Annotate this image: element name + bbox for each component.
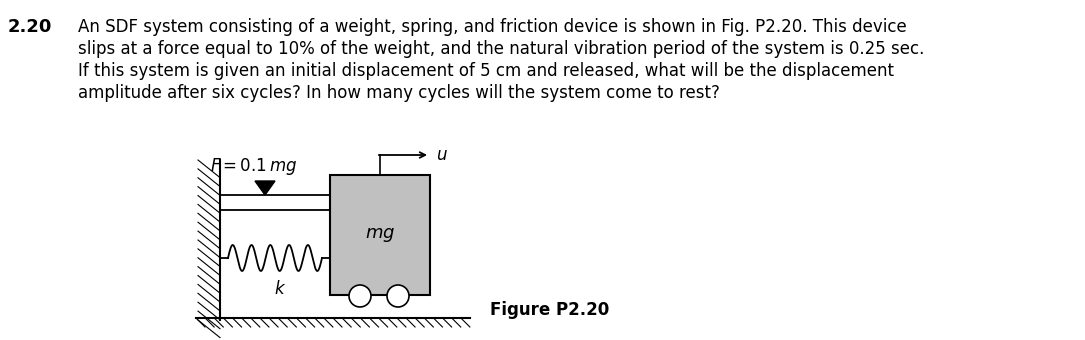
Text: $F = 0.1\,mg$: $F = 0.1\,mg$	[210, 156, 297, 177]
Bar	[330, 175, 430, 295]
Text: amplitude after six cycles? In how many cycles will the system come to rest?: amplitude after six cycles? In how many …	[78, 84, 719, 102]
Text: $u$: $u$	[436, 146, 448, 164]
Circle shape	[349, 285, 371, 307]
Text: If this system is given an initial displacement of 5 cm and released, what will : If this system is given an initial displ…	[78, 62, 894, 80]
Text: $mg$: $mg$	[365, 226, 395, 244]
Polygon shape	[255, 181, 275, 195]
Text: Figure P2.20: Figure P2.20	[490, 301, 610, 319]
Text: 2.20: 2.20	[8, 18, 52, 36]
Text: An SDF system consisting of a weight, spring, and friction device is shown in Fi: An SDF system consisting of a weight, sp…	[78, 18, 907, 36]
Circle shape	[387, 285, 409, 307]
Text: $k$: $k$	[273, 280, 286, 298]
Text: slips at a force equal to 10% of the weight, and the natural vibration period of: slips at a force equal to 10% of the wei…	[78, 40, 924, 58]
